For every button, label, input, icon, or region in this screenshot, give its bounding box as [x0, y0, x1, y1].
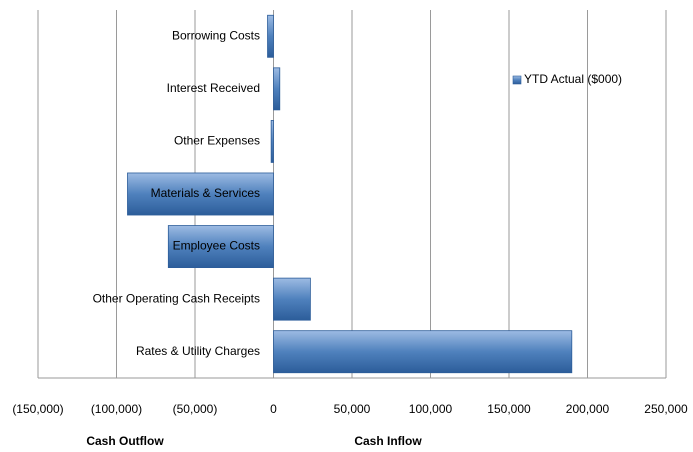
y-tick-label: Employee Costs — [173, 239, 260, 253]
x-tick-label: 150,000 — [487, 402, 531, 416]
bar — [273, 330, 573, 374]
x-tick-label: (150,000) — [12, 402, 63, 416]
axis-annotation: Cash Outflow — [86, 434, 164, 448]
bar — [273, 277, 311, 321]
x-tick-label: (100,000) — [91, 402, 142, 416]
x-tick-label: (50,000) — [173, 402, 218, 416]
legend-swatch — [512, 75, 522, 85]
x-tick-label: 100,000 — [409, 402, 453, 416]
x-tick-label: 250,000 — [644, 402, 688, 416]
x-tick-label: 0 — [270, 402, 277, 416]
y-tick-label: Borrowing Costs — [172, 28, 260, 42]
x-tick-label: 200,000 — [566, 402, 610, 416]
y-tick-label: Other Expenses — [174, 134, 260, 148]
axis-annotation: Cash Inflow — [354, 434, 422, 448]
x-tick-label: 50,000 — [334, 402, 371, 416]
y-tick-label: Other Operating Cash Receipts — [93, 291, 260, 305]
bar — [270, 120, 274, 163]
y-tick-label: Interest Received — [167, 81, 260, 95]
bar — [167, 225, 274, 269]
legend-label: YTD Actual ($000) — [524, 72, 622, 86]
bar — [127, 172, 274, 216]
bar — [273, 67, 281, 111]
y-tick-label: Materials & Services — [151, 186, 260, 200]
bar — [267, 14, 274, 58]
y-tick-label: Rates & Utility Charges — [136, 344, 260, 358]
